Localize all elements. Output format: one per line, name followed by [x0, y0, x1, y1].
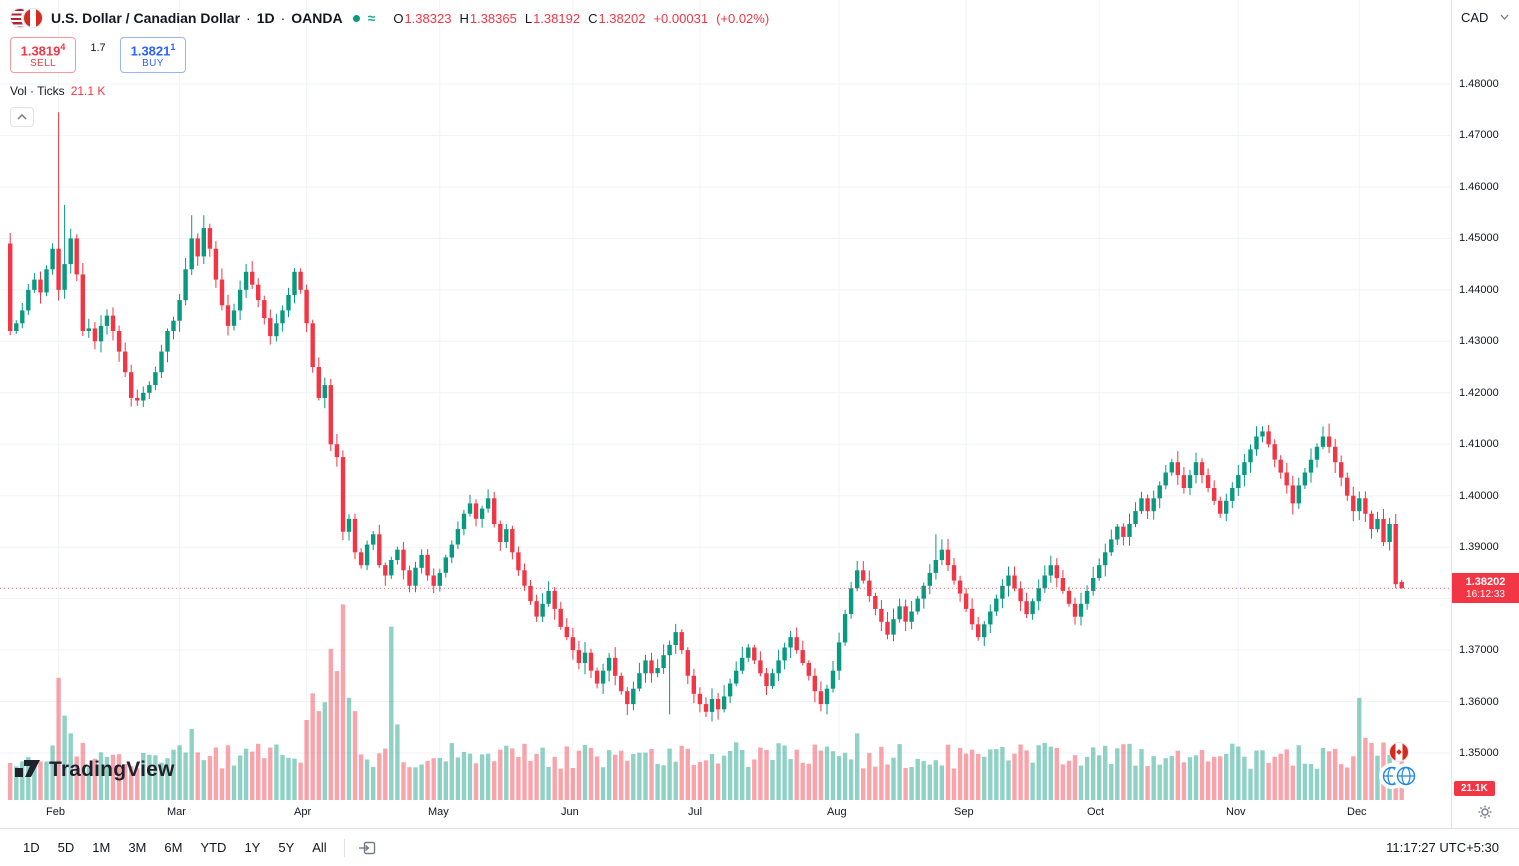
price-axis-label: 1.39000: [1459, 541, 1499, 553]
high-label: H: [459, 10, 469, 26]
time-axis-label: Oct: [1087, 806, 1105, 818]
go-to-date-button[interactable]: [353, 837, 382, 859]
buy-price-fraction: 1: [170, 41, 176, 52]
time-axis-label: Jun: [561, 806, 579, 818]
price-axis-label: 1.44000: [1459, 284, 1499, 296]
sell-label: SELL: [29, 58, 57, 70]
close-label: C: [588, 10, 598, 26]
low-value: 1.38192: [533, 10, 581, 26]
time-axis-label: Sep: [954, 806, 974, 818]
chart-legend: U.S. Dollar / Canadian Dollar · 1D · OAN…: [10, 8, 769, 127]
exchange-label[interactable]: OANDA: [291, 10, 343, 26]
change-percent: (+0.02%): [716, 10, 770, 26]
session-clock[interactable]: 11:17:27 UTC+5:30: [1380, 839, 1505, 856]
go-to-date-icon: [358, 841, 375, 854]
symbol-pair-flags-icon: [10, 8, 43, 28]
time-axis-label: Aug: [827, 806, 847, 818]
chevron-up-icon: [17, 114, 27, 120]
buy-button[interactable]: 1.38211 BUY: [120, 37, 186, 73]
range-button-6m[interactable]: 6M: [155, 835, 191, 860]
range-button-1y[interactable]: 1Y: [235, 835, 269, 860]
collapse-pane-button[interactable]: [10, 107, 34, 127]
change-value: +0.00031: [653, 10, 709, 26]
range-button-5d[interactable]: 5D: [49, 835, 84, 860]
sell-price: 1.3819: [20, 43, 61, 59]
price-axis-label: 1.41000: [1459, 438, 1499, 450]
price-axis-label: 1.42000: [1459, 387, 1499, 399]
buy-price: 1.3821: [130, 43, 171, 59]
toolbar-divider: [343, 838, 345, 857]
canada-event-flag-icon[interactable]: [1389, 742, 1409, 762]
bottom-toolbar: 1D 5D 1M 3M 6M YTD 1Y 5Y All 11:17:27 UTC+5:30: [0, 828, 1519, 866]
price-axis-label: 1.46000: [1459, 181, 1499, 193]
spread-value: 1.7: [90, 42, 106, 54]
bar-countdown: 16:12:33: [1466, 588, 1505, 600]
range-button-3m[interactable]: 3M: [119, 835, 155, 860]
range-button-1d[interactable]: 1D: [14, 835, 49, 860]
open-label: O: [393, 10, 404, 26]
time-axis-label: Dec: [1347, 806, 1367, 818]
market-open-dot-icon: [352, 14, 360, 22]
chevron-down-icon: [1500, 14, 1509, 20]
high-value: 1.38365: [469, 10, 517, 26]
event-markers: [1381, 742, 1417, 787]
timeframe-label[interactable]: 1D: [256, 10, 275, 26]
time-axis-label: Mar: [167, 806, 186, 818]
open-value: 1.38323: [404, 10, 452, 26]
price-axis-label: 1.43000: [1459, 335, 1499, 347]
time-axis-label: Nov: [1226, 806, 1246, 818]
globe-icon[interactable]: [1395, 765, 1417, 787]
price-axis-label: 1.36000: [1459, 696, 1499, 708]
last-price-value: 1.38202: [1465, 575, 1506, 588]
tradingview-watermark-text: TradingView: [49, 757, 175, 781]
range-button-5y[interactable]: 5Y: [269, 835, 303, 860]
range-button-ytd[interactable]: YTD: [191, 835, 235, 860]
settings-gear-icon[interactable]: [1478, 805, 1492, 822]
candlestick-chart[interactable]: [0, 0, 1451, 805]
range-button-all[interactable]: All: [303, 835, 335, 860]
tradingview-logo-icon: [15, 760, 40, 777]
buy-label: BUY: [142, 58, 164, 70]
price-axis-label: 1.45000: [1459, 232, 1499, 244]
volume-indicator-label[interactable]: Vol · Ticks: [10, 84, 65, 98]
range-buttons: 1D 5D 1M 3M 6M YTD 1Y 5Y All: [14, 835, 336, 860]
volume-axis-label: 21.1K: [1454, 781, 1495, 796]
time-axis-label: Jul: [688, 806, 703, 818]
last-price-label: 1.38202 16:12:33: [1452, 573, 1519, 603]
time-axis-label: Feb: [46, 806, 65, 818]
sell-price-fraction: 4: [60, 41, 66, 52]
volume-indicator-value: 21.1 K: [70, 84, 106, 98]
price-axis-label: 1.48000: [1459, 78, 1499, 90]
currency-label: CAD: [1461, 9, 1489, 25]
tradingview-watermark: TradingView: [14, 756, 175, 783]
range-button-1m[interactable]: 1M: [83, 835, 119, 860]
canada-flag-icon: [23, 8, 43, 28]
symbol-title[interactable]: U.S. Dollar / Canadian Dollar: [51, 10, 241, 26]
currency-dropdown[interactable]: CAD: [1455, 6, 1515, 28]
title-separator: ·: [246, 10, 251, 26]
time-axis-label: May: [428, 806, 449, 818]
time-axis-label: Apr: [294, 806, 312, 818]
close-value: 1.38202: [598, 10, 646, 26]
price-axis-label: 1.40000: [1459, 490, 1499, 502]
low-label: L: [524, 10, 533, 26]
price-axis-label: 1.35000: [1459, 747, 1499, 759]
sell-button[interactable]: 1.38194 SELL: [10, 37, 76, 73]
price-axis[interactable]: CAD 1.38202 16:12:33 21.1K 1.48000 1.4700…: [1451, 0, 1519, 828]
price-axis-label: 1.47000: [1459, 129, 1499, 141]
ohlc-readout: O 1.38323 H 1.38365 L 1.38192 C 1.38202 +0.0…: [393, 11, 769, 26]
title-separator: ·: [280, 10, 286, 26]
realtime-data-icon[interactable]: ≈: [367, 10, 376, 26]
time-axis[interactable]: Feb Mar Apr May Jun Jul Aug Sep Oct Nov Dec: [0, 800, 1451, 828]
price-axis-label: 1.37000: [1459, 644, 1499, 656]
